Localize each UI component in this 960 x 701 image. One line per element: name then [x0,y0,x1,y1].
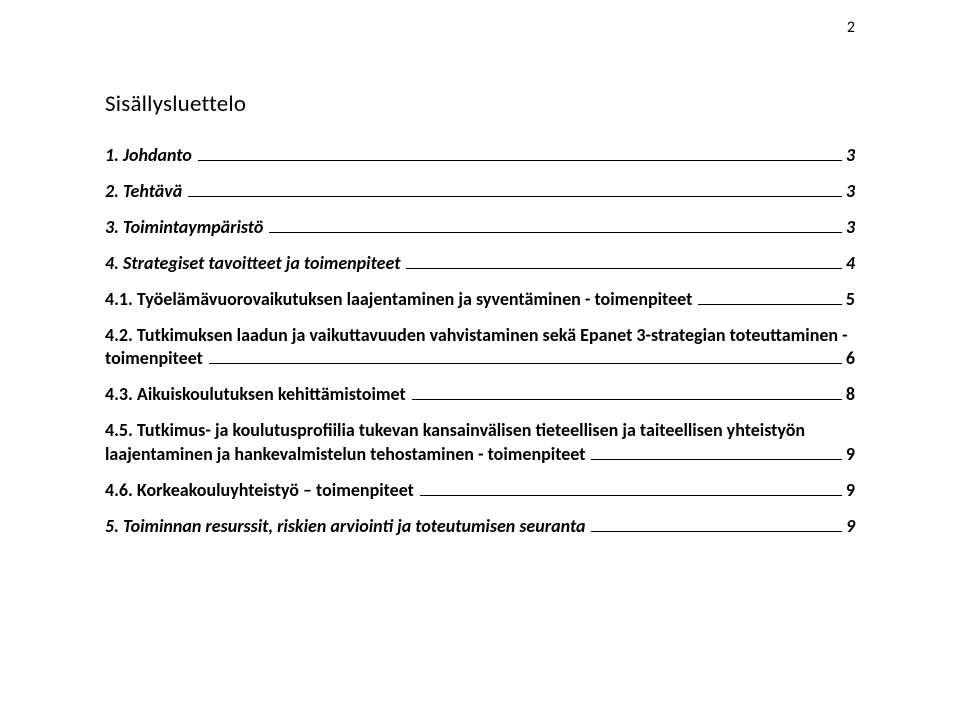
toc-leader [269,218,842,233]
toc-page-number: 4 [846,252,855,274]
toc-page-number: 3 [846,180,855,202]
toc-entry: 4. Strategiset tavoitteet ja toimenpitee… [105,252,855,274]
toc-title: 4.1. Työelämävuorovaikutuksen laajentami… [105,288,692,310]
toc-leader [698,290,842,305]
toc-entry: 4.5. Tutkimus- ja koulutusprofiilia tuke… [105,419,855,464]
toc-entry: 5. Toiminnan resurssit, riskien arvioint… [105,515,855,537]
toc-page-number: 8 [846,383,855,405]
toc-title: 3. Toimintaympäristö [105,216,263,238]
toc-title: 4.6. Korkeakouluyhteistyö – toimenpiteet [105,479,414,501]
toc-entry: 4.6. Korkeakouluyhteistyö – toimenpiteet… [105,479,855,501]
toc-title: 2. Tehtävä [105,180,182,202]
toc-title: 5. Toiminnan resurssit, riskien arvioint… [105,515,585,537]
toc-entry: 4.2. Tutkimuksen laadun ja vaikuttavuude… [105,324,855,369]
toc-page-number: 3 [846,144,855,166]
toc-title-line1: 4.5. Tutkimus- ja koulutusprofiilia tuke… [105,419,855,442]
toc-leader [209,349,842,364]
toc-title-line2: toimenpiteet [105,347,203,369]
table-of-contents: 1. Johdanto 3 2. Tehtävä 3 3. Toimintaym… [105,144,855,537]
toc-page-number: 9 [846,479,855,501]
toc-entry: 3. Toimintaympäristö 3 [105,216,855,238]
toc-page-number: 9 [846,443,855,465]
toc-leader [591,444,841,459]
toc-title: 1. Johdanto [105,144,192,166]
toc-entry: 4.1. Työelämävuorovaikutuksen laajentami… [105,288,855,310]
toc-entry: 1. Johdanto 3 [105,144,855,166]
toc-leader [198,146,842,161]
toc-entry: 2. Tehtävä 3 [105,180,855,202]
toc-page-number: 9 [846,515,855,537]
toc-leader [406,254,841,269]
toc-title: 4. Strategiset tavoitteet ja toimenpitee… [105,252,400,274]
page-number: 2 [847,18,855,37]
toc-page-number: 6 [846,347,855,369]
toc-page-number: 3 [846,216,855,238]
toc-entry: 4.3. Aikuiskoulutuksen kehittämistoimet … [105,383,855,405]
toc-page-number: 5 [846,288,855,310]
toc-leader [591,516,841,531]
toc-heading: Sisällysluettelo [105,90,855,118]
toc-leader [188,182,842,197]
document-page: 2 Sisällysluettelo 1. Johdanto 3 2. Teht… [0,0,960,701]
toc-title: 4.3. Aikuiskoulutuksen kehittämistoimet [105,383,406,405]
toc-leader [420,480,842,495]
toc-title-line1: 4.2. Tutkimuksen laadun ja vaikuttavuude… [105,324,855,347]
toc-leader [412,385,842,400]
toc-title-line2: laajentaminen ja hankevalmistelun tehost… [105,443,585,465]
